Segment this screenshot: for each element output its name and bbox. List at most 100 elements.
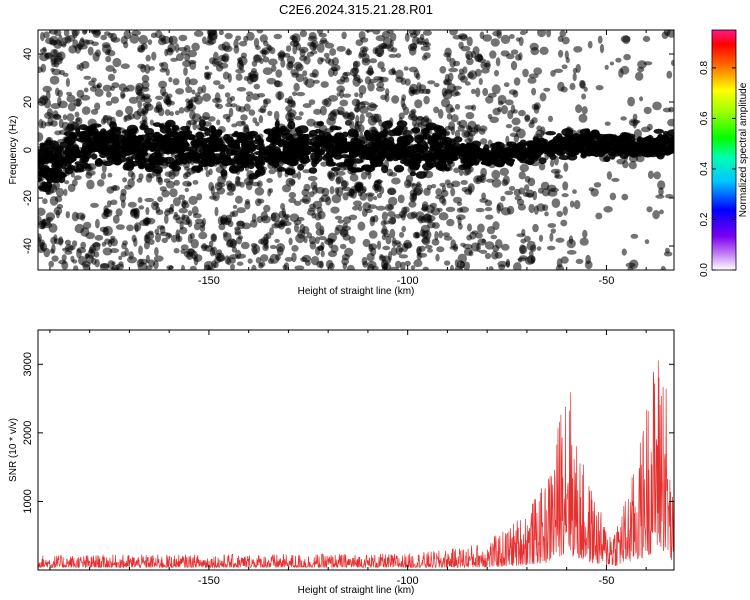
spectrogram-cell bbox=[395, 142, 406, 151]
spectrogram-cell bbox=[111, 134, 120, 142]
spectrogram-cell bbox=[329, 125, 339, 131]
spectrogram-cell bbox=[525, 140, 534, 146]
spectrogram-cell bbox=[271, 126, 281, 134]
spectrogram-speckle bbox=[296, 171, 302, 180]
spectrogram-speckle bbox=[273, 110, 280, 121]
spectrogram-speckle bbox=[49, 248, 55, 254]
spectrogram-cell bbox=[171, 126, 178, 132]
spectrogram-speckle bbox=[235, 105, 242, 112]
spectrogram-speckle bbox=[296, 91, 306, 97]
spectrogram-speckle bbox=[348, 111, 355, 121]
snr-ticks: -150 -100 -50 1000 2000 3000 bbox=[22, 330, 674, 587]
spectrogram-speckle bbox=[529, 244, 537, 252]
spectrogram-speckle bbox=[471, 104, 477, 111]
spectrogram-speckle bbox=[401, 212, 406, 221]
spectrogram-speckle bbox=[360, 46, 369, 53]
spectrogram-speckle bbox=[178, 207, 188, 214]
spectrogram-speckle bbox=[401, 94, 407, 102]
spectrogram-speckle bbox=[127, 201, 137, 208]
spectrogram-speckle bbox=[174, 110, 180, 116]
spectrogram-speckle bbox=[262, 67, 273, 75]
spectrogram-speckle bbox=[477, 238, 487, 246]
spectrogram-speckle bbox=[205, 73, 212, 80]
spectrogram-speckle bbox=[147, 39, 153, 45]
spectrogram-cell bbox=[437, 163, 448, 169]
spectrogram-speckle bbox=[90, 202, 99, 208]
spectrogram-speckle bbox=[127, 256, 137, 264]
spectrogram-speckle bbox=[214, 206, 219, 217]
spectrogram-speckle bbox=[391, 95, 400, 104]
spectrogram-cell bbox=[251, 144, 257, 149]
spectrogram-speckle bbox=[74, 111, 80, 118]
spectrogram-speckle bbox=[167, 47, 173, 53]
spectrogram-speckle bbox=[315, 236, 320, 244]
spectrogram-cell bbox=[162, 144, 171, 151]
spectrogram-speckle bbox=[420, 207, 429, 211]
spectrogram-speckle bbox=[202, 93, 212, 102]
spectrogram-speckle bbox=[391, 67, 396, 74]
spectrogram-speckle bbox=[164, 214, 169, 225]
spectrogram-speckle bbox=[367, 263, 375, 270]
spectrogram-speckle bbox=[456, 201, 463, 206]
spectrogram-speckle bbox=[476, 175, 485, 182]
spectrogram-cell bbox=[614, 140, 624, 147]
x-tick-label: -50 bbox=[598, 275, 614, 287]
spectrogram-speckle bbox=[177, 235, 183, 243]
spectrogram-speckle bbox=[628, 161, 637, 170]
spectrogram-speckle bbox=[153, 106, 160, 113]
spectrogram-speckle bbox=[423, 52, 431, 59]
spectrogram-speckle bbox=[169, 111, 174, 117]
spectrogram-speckle bbox=[236, 207, 246, 214]
spectrogram-cell bbox=[158, 123, 165, 129]
spectrogram-speckle bbox=[316, 43, 325, 53]
spectrogram-speckle bbox=[403, 206, 410, 213]
spectrogram-cell bbox=[131, 153, 141, 160]
spectrogram-speckle bbox=[94, 102, 101, 111]
spectrogram-speckle bbox=[434, 231, 439, 241]
spectrogram-speckle bbox=[194, 92, 201, 97]
spectrogram-speckle bbox=[301, 188, 310, 197]
spectrogram-speckle bbox=[81, 60, 90, 69]
spectrogram-speckle bbox=[457, 72, 466, 81]
spectrogram-speckle bbox=[208, 168, 213, 176]
spectrogram-speckle bbox=[490, 38, 500, 47]
spectrogram-cell bbox=[620, 144, 631, 150]
spectrogram-speckle bbox=[377, 61, 385, 69]
spectrogram-speckle bbox=[88, 247, 94, 254]
spectrogram-cell bbox=[316, 121, 325, 127]
spectrogram-speckle bbox=[230, 95, 236, 102]
spectrogram-speckle bbox=[42, 46, 47, 52]
spectrogram-cell bbox=[38, 151, 43, 160]
spectrogram-cell bbox=[528, 145, 538, 151]
spectrogram-speckle bbox=[269, 47, 276, 55]
colorbar-gradient bbox=[711, 29, 737, 271]
spectrogram-cell bbox=[163, 133, 173, 138]
spectrogram-speckle bbox=[216, 249, 222, 256]
spectrogram-cell bbox=[327, 148, 339, 153]
spectrogram-speckle bbox=[96, 179, 105, 187]
spectrogram-cell bbox=[573, 143, 579, 149]
spectrogram-speckle bbox=[327, 170, 335, 180]
spectrogram-speckle bbox=[444, 47, 452, 56]
spectrogram-cell bbox=[302, 138, 313, 145]
spectrogram-speckle bbox=[572, 67, 578, 74]
spectrogram-speckle bbox=[471, 88, 476, 95]
spectrogram-speckle bbox=[663, 251, 673, 257]
spectrogram-speckle bbox=[138, 34, 148, 45]
spectrogram-speckle bbox=[475, 207, 485, 213]
spectrogram-speckle bbox=[125, 105, 134, 115]
spectrogram-speckle bbox=[467, 72, 474, 79]
spectrogram-speckle bbox=[352, 73, 357, 78]
spectrogram-cell bbox=[364, 129, 371, 138]
spectrogram-cell bbox=[403, 134, 414, 144]
spectrogram-speckle bbox=[635, 71, 644, 81]
spectrogram-cell bbox=[165, 119, 176, 128]
spectrogram-speckle bbox=[343, 216, 352, 224]
spectrogram-cell bbox=[235, 132, 247, 140]
spectrogram-speckle bbox=[107, 73, 116, 82]
spectrogram-speckle bbox=[191, 250, 198, 260]
spectrogram-speckle bbox=[101, 241, 107, 247]
spectrogram-speckle bbox=[478, 128, 486, 135]
spectrogram-cell bbox=[60, 161, 67, 170]
spectrogram-speckle bbox=[575, 104, 583, 113]
